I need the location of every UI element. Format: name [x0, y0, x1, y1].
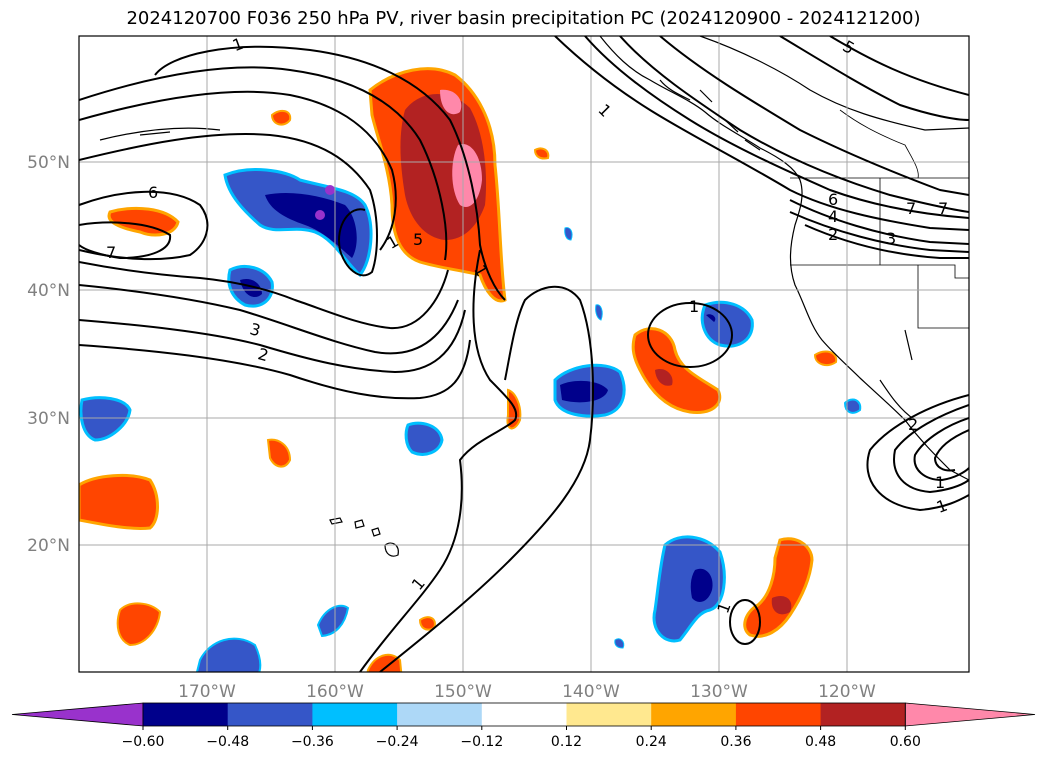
colorbar-segment [820, 703, 906, 726]
pos-anomaly-central [631, 327, 722, 415]
colorbar-tick-label: −0.24 [376, 734, 419, 750]
colorbar-segment [735, 703, 822, 726]
colorbar-tick-label: 0.36 [720, 734, 751, 750]
colorbar-extend-low [11, 702, 144, 727]
colorbar-tick-label: 0.48 [805, 734, 836, 750]
lon-label: 150°W [434, 682, 492, 702]
lon-label: 160°W [306, 682, 364, 702]
colorbar-frame [142, 702, 906, 727]
contour-label: 3 [248, 319, 263, 340]
contour-label: 6 [828, 190, 838, 209]
lat-label: 50°N [27, 153, 70, 173]
contour-label: 7 [938, 199, 948, 218]
hawaii-islands [329, 517, 399, 557]
contour-label: 6 [148, 183, 158, 202]
lon-label: 120°W [818, 682, 876, 702]
contour-label: 5 [413, 230, 423, 249]
pos-anomaly-south [743, 537, 814, 638]
coastlines [99, 36, 969, 481]
map-frame [78, 35, 970, 673]
contour-label: 1 [935, 473, 945, 492]
colorbar-segment [651, 703, 737, 726]
lat-label: 40°N [27, 281, 70, 301]
colorbar-segment [227, 703, 313, 726]
contour-label: 2 [828, 225, 838, 244]
map-title: 2024120700 F036 250 hPa PV, river basin … [126, 8, 921, 29]
precip-shading [79, 67, 862, 672]
pos-anomaly-west [79, 474, 159, 530]
contour-label: 7 [906, 199, 916, 218]
lon-label: 140°W [562, 682, 620, 702]
colorbar-segment [312, 703, 398, 726]
gridlines [79, 36, 969, 672]
longitude-labels: 170°W 160°W 150°W 140°W 130°W 120°W [178, 682, 876, 702]
contour-label: 1 [689, 297, 699, 316]
colorbar-tick-label: 0.12 [551, 734, 582, 750]
contour-label: 3 [886, 229, 896, 248]
colorbar-tick-label: −0.36 [291, 734, 334, 750]
contour-label: 7 [106, 243, 116, 262]
colorbar-tick-label: −0.60 [122, 734, 165, 750]
colorbar-segment [397, 703, 483, 726]
neg-anomaly-south [652, 535, 726, 643]
colorbar-segment [143, 703, 229, 726]
contour-label: 4 [828, 207, 838, 226]
contour-label: 2 [256, 344, 271, 365]
lat-label: 20°N [27, 536, 70, 556]
lat-label: 30°N [27, 409, 70, 429]
colorbar-tick-label: −0.48 [206, 734, 249, 750]
colorbar: −0.60 −0.48 −0.36 −0.24 −0.12 0.12 0.24 0.36 0.4… [11, 702, 1036, 750]
colorbar-tick-label: 0.24 [636, 734, 667, 750]
colorbar-segment [481, 703, 567, 726]
colorbar-extend-high [904, 702, 1036, 727]
pv-contours [79, 36, 969, 672]
contour-label: 1 [230, 34, 246, 55]
lon-label: 130°W [690, 682, 748, 702]
latitude-labels: 50°N 40°N 30°N 20°N [27, 153, 70, 556]
lon-label: 170°W [178, 682, 236, 702]
contour-label: 2 [908, 415, 918, 434]
colorbar-segment [566, 703, 652, 726]
colorbar-tick-label: −0.12 [460, 734, 503, 750]
colorbar-tick-label: 0.60 [890, 734, 921, 750]
